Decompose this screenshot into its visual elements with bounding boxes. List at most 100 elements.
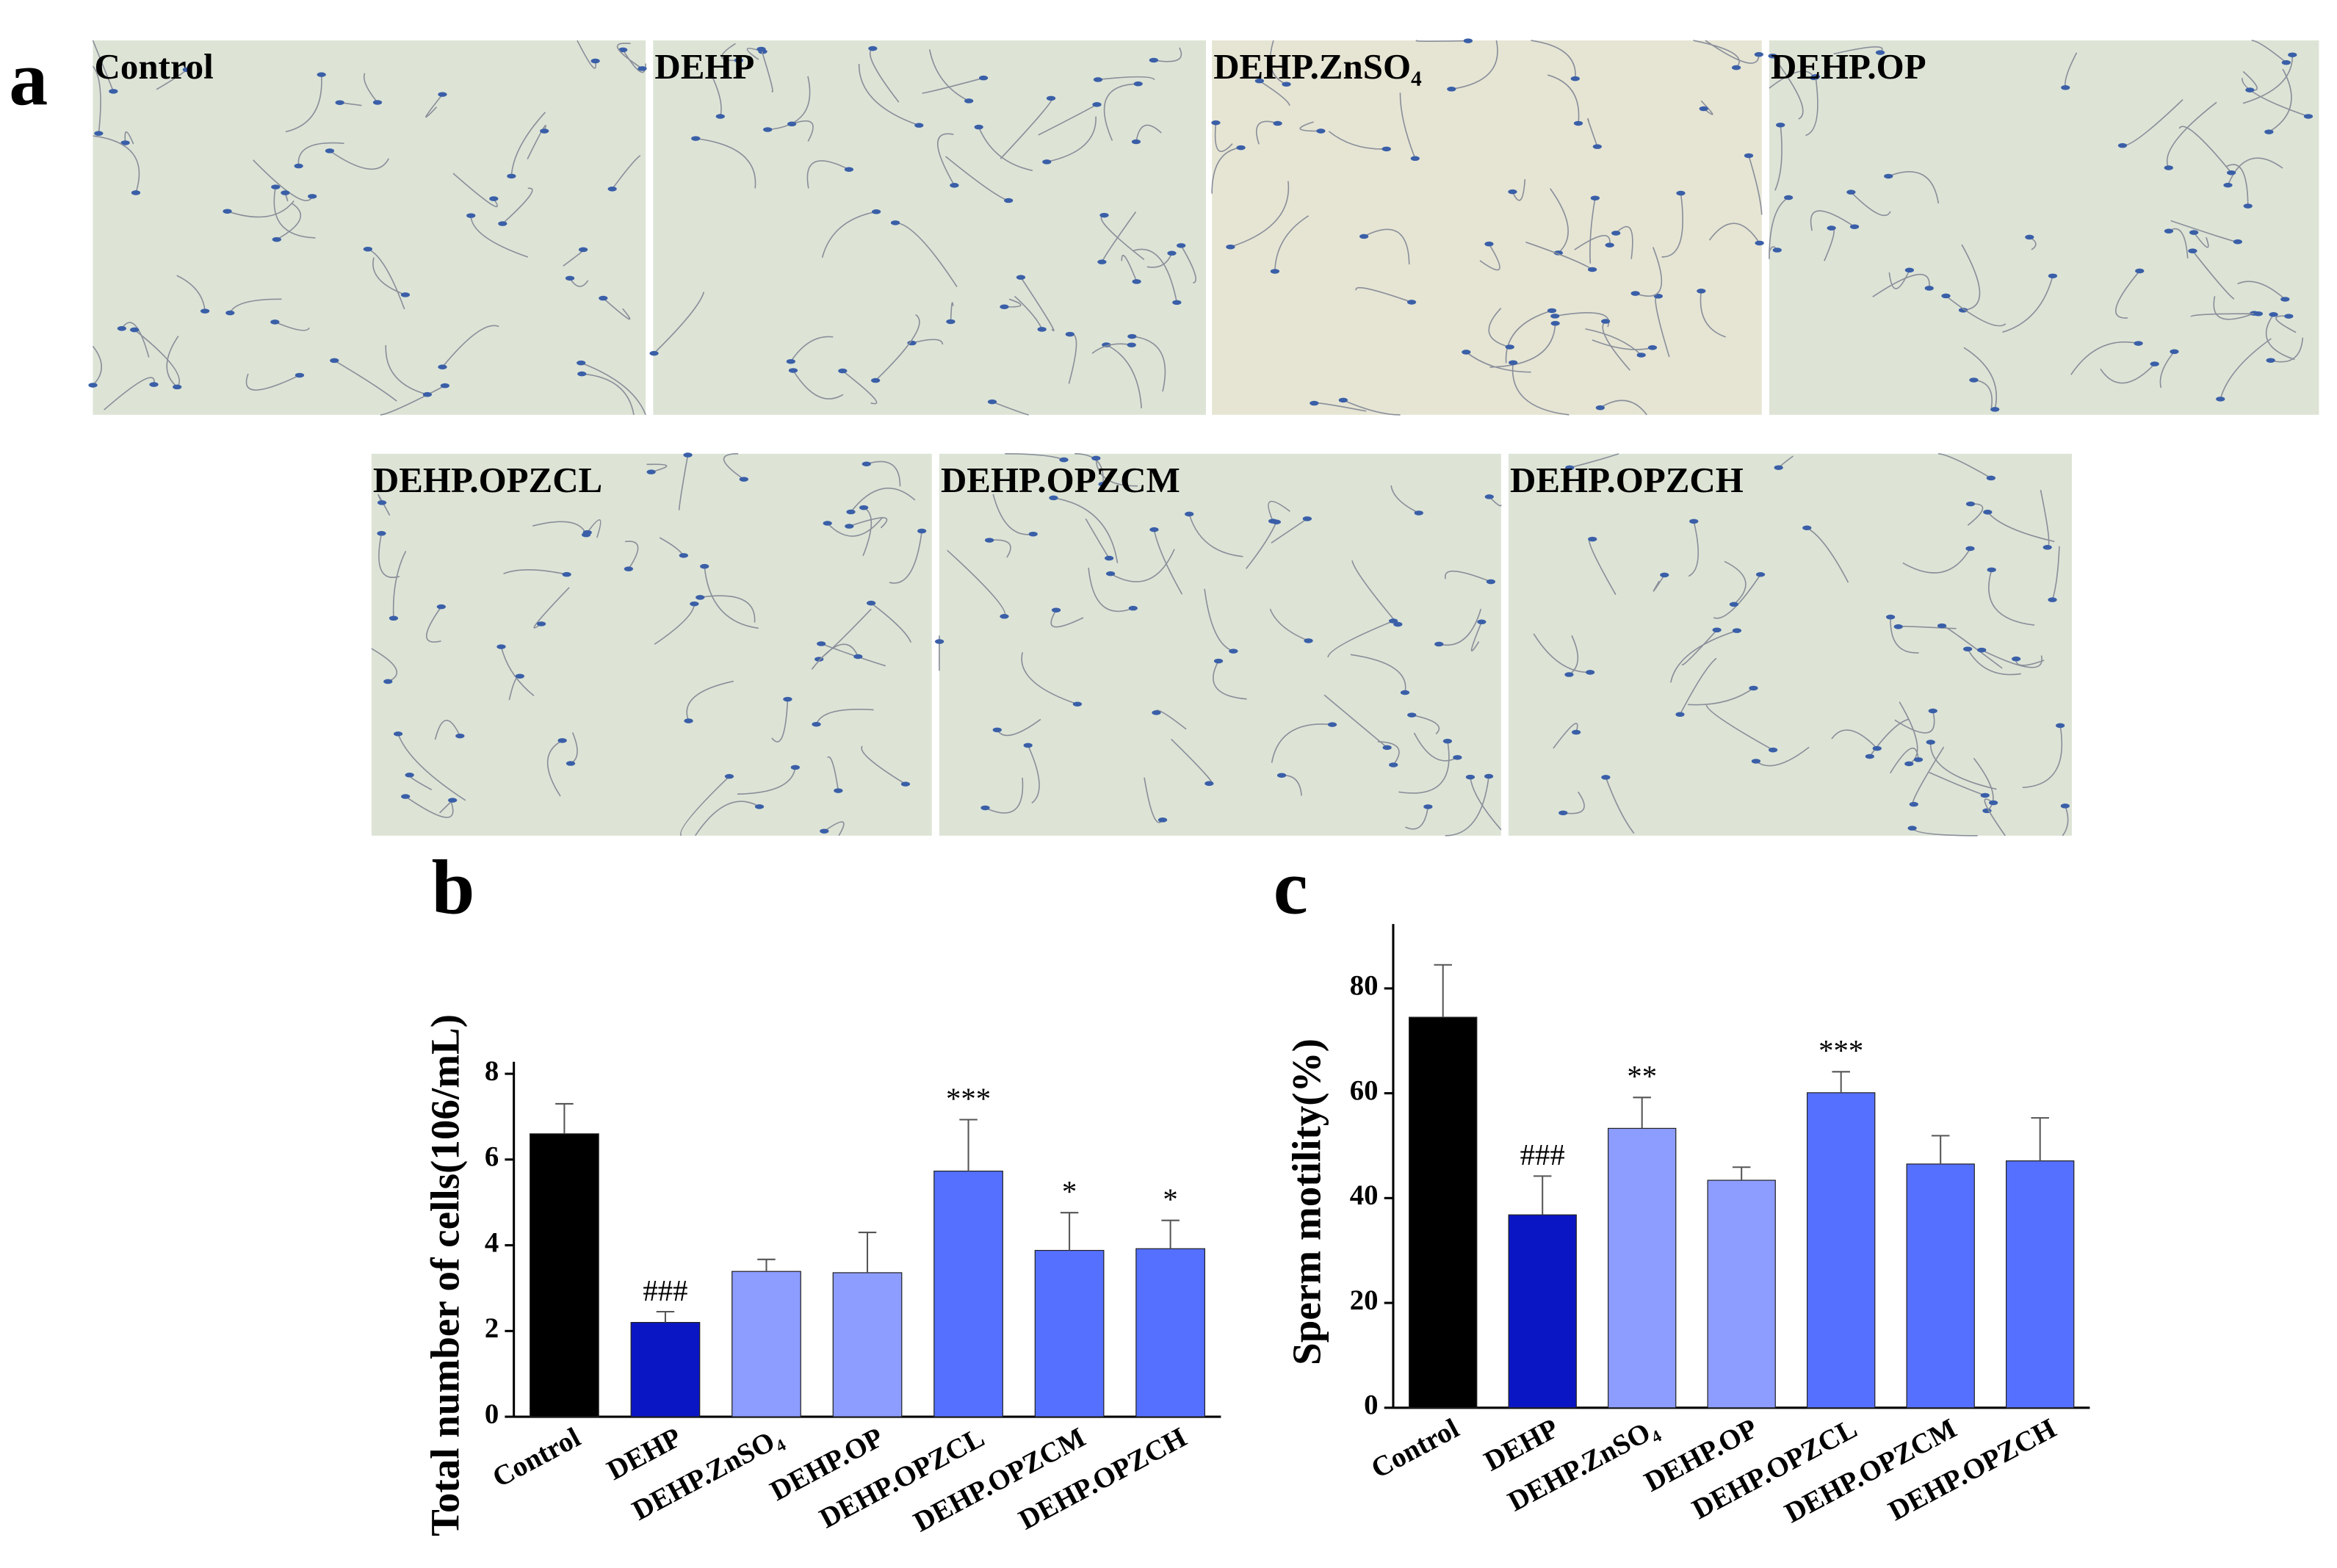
sperm-head	[1550, 321, 1560, 326]
sperm-head	[1755, 240, 1764, 246]
sperm-head	[1359, 234, 1369, 239]
micrograph-background	[1212, 40, 1762, 415]
sperm-tail	[1806, 527, 1849, 583]
sperm-tail	[1103, 83, 1138, 141]
sperm-head	[907, 340, 917, 346]
sperm-tail	[367, 248, 405, 310]
sperm-head	[1000, 614, 1009, 619]
sperm-head	[844, 167, 854, 173]
sperm-head	[838, 368, 848, 374]
sperm-head	[724, 773, 734, 779]
sperm-head	[422, 391, 432, 397]
micrograph-caption: DEHP.OPZCM	[941, 460, 1180, 500]
sperm-head	[2253, 311, 2264, 317]
sperm-head	[1131, 139, 1141, 145]
sperm-tail	[1894, 710, 1935, 734]
sperm-tail	[1700, 291, 1727, 338]
sperm-tail	[1600, 400, 1647, 416]
sperm-head	[2227, 170, 2236, 176]
sperm-tail	[1988, 569, 2035, 626]
y-tick-label: 60	[1350, 1074, 1379, 1106]
sperm-head	[1605, 242, 1614, 248]
sperm-tail	[470, 215, 529, 258]
sperm-tail	[1605, 777, 1635, 834]
sperm-head	[1907, 825, 1917, 831]
sperm-head	[1204, 781, 1214, 787]
sperm-head	[1963, 646, 1973, 651]
sperm-head	[389, 615, 399, 621]
sperm-tail	[1670, 629, 1738, 683]
sperm-head	[1484, 773, 1494, 779]
sperm-tail	[1511, 178, 1526, 201]
sperm-head	[1097, 259, 1107, 264]
sperm-tail	[1693, 40, 1740, 68]
sperm-head	[1697, 289, 1706, 294]
sperm-tail	[721, 43, 739, 62]
sperm-head	[1270, 269, 1279, 274]
sperm-head	[582, 530, 592, 535]
sperm-head	[496, 644, 506, 649]
sperm-head	[974, 124, 983, 130]
sperm-tail	[1872, 273, 1930, 297]
sperm-head	[790, 765, 800, 770]
sperm-tail	[1211, 147, 1241, 194]
sperm-head	[696, 595, 705, 600]
sperm-tail	[372, 257, 406, 296]
sperm-tail	[1363, 228, 1410, 265]
sperm-head	[1980, 792, 1990, 798]
sperm-head	[914, 123, 924, 128]
sperm-head	[1093, 77, 1103, 82]
sperm-tail	[1274, 215, 1310, 272]
sperm-head	[684, 718, 693, 723]
sperm-tail	[1769, 197, 1789, 259]
sperm-tail	[1531, 40, 1576, 79]
sperm-head	[1768, 747, 1778, 753]
micrograph-background	[1509, 453, 2072, 836]
y-tick-label: 0	[485, 1398, 499, 1430]
sperm-head	[1893, 624, 1903, 629]
sperm-tail	[92, 40, 115, 92]
sperm-head	[1989, 800, 1998, 806]
sperm-tail	[1470, 776, 1502, 831]
sperm-head	[1414, 510, 1423, 516]
sperm-head	[1571, 729, 1581, 735]
sperm-tail	[686, 680, 734, 721]
sperm-head	[1327, 722, 1337, 727]
sperm-head	[2048, 597, 2057, 602]
sperm-head	[1573, 120, 1583, 126]
sperm-tail	[723, 453, 745, 480]
sperm-head	[1827, 225, 1836, 231]
sperm-tail	[937, 133, 956, 186]
sperm-head	[1558, 810, 1568, 816]
micrograph: DEHP.OPZCM	[935, 453, 1502, 837]
sperm-tail	[1299, 121, 1321, 132]
sperm-tail	[767, 76, 811, 131]
sperm-head	[1928, 708, 1937, 714]
sperm-head	[1434, 641, 1444, 647]
sperm-head	[401, 794, 411, 799]
sperm-head	[1072, 701, 1083, 707]
sperm-head	[1802, 525, 1812, 531]
sperm-head	[900, 781, 911, 787]
sperm-tail	[275, 321, 310, 331]
sperm-tail	[2159, 351, 2175, 389]
sperm-head	[1751, 759, 1761, 764]
sperm-tail	[827, 756, 839, 791]
sperm-head	[1273, 120, 1282, 126]
sperm-tail	[92, 65, 101, 134]
micrograph: DEHP.OPZCH	[1509, 453, 2072, 837]
sperm-tail	[434, 720, 461, 740]
y-tick-label: 80	[1350, 970, 1379, 1002]
sperm-tail	[992, 494, 1033, 535]
sperm-tail	[93, 135, 140, 193]
sperm-tail	[1772, 55, 1804, 120]
sperm-head	[489, 196, 499, 201]
sperm-head	[1810, 74, 1821, 79]
sperm-head	[862, 461, 871, 467]
sperm-head	[679, 553, 688, 558]
sperm-tail	[1271, 723, 1333, 763]
sperm-tail	[253, 159, 313, 201]
sperm-tail	[695, 801, 760, 837]
sperm-tail	[285, 74, 322, 133]
